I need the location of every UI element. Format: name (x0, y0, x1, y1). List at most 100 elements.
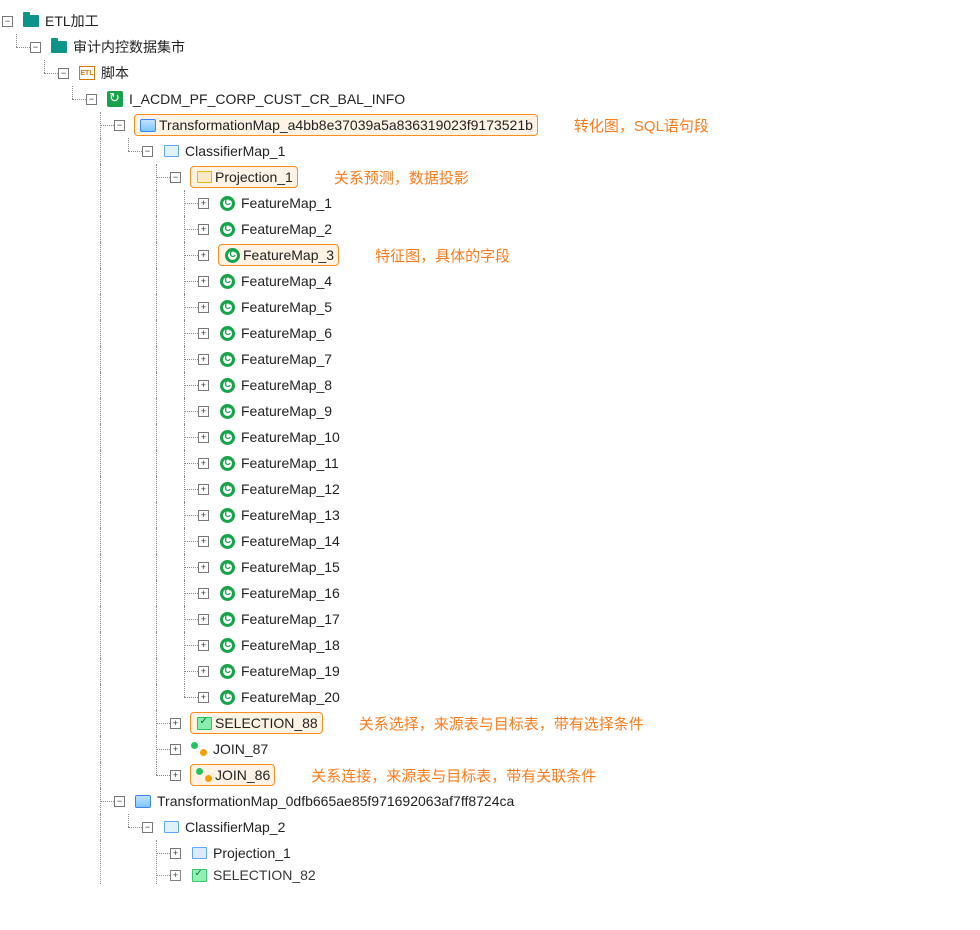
collapse-icon[interactable]: − (114, 796, 125, 807)
collapse-icon[interactable]: − (170, 172, 181, 183)
expand-icon[interactable]: + (198, 562, 209, 573)
join-icon (195, 766, 213, 784)
tree-node-feature-map[interactable]: +FeatureMap_17 (8, 606, 972, 632)
feature-icon (218, 636, 236, 654)
expand-icon[interactable]: + (170, 744, 181, 755)
tree-node-feature-map[interactable]: + FeatureMap_4 (8, 268, 972, 294)
node-label: JOIN_87 (210, 740, 271, 758)
tree-node-feature-map[interactable]: +FeatureMap_18 (8, 632, 972, 658)
expand-icon[interactable]: + (198, 328, 209, 339)
expand-icon[interactable]: + (198, 432, 209, 443)
tree-node-feature-map[interactable]: + FeatureMap_14 (8, 528, 972, 554)
tree-node-feature-map[interactable]: +FeatureMap_12 (8, 476, 972, 502)
tree-node-feature-map[interactable]: +FeatureMap_10 (8, 424, 972, 450)
tree-node-join-86[interactable]: + JOIN_86 关系连接，来源表与目标表，带有关联条件 (8, 762, 972, 788)
feature-icon (218, 428, 236, 446)
node-label: I_ACDM_PF_CORP_CUST_CR_BAL_INFO (126, 90, 408, 108)
expand-icon[interactable]: + (198, 536, 209, 547)
tree-node-feature-map[interactable]: +FeatureMap_16 (8, 580, 972, 606)
tree-node-transformation-map-1[interactable]: − TransformationMap_a4bb8e37039a5a836319… (8, 112, 972, 138)
tree-node-job[interactable]: − I_ACDM_PF_CORP_CUST_CR_BAL_INFO (8, 86, 972, 112)
collapse-icon[interactable]: − (114, 120, 125, 131)
feature-icon (218, 194, 236, 212)
collapse-icon[interactable]: − (58, 68, 69, 79)
tree-node-feature-map[interactable]: +FeatureMap_6 (8, 320, 972, 346)
node-label: 脚本 (98, 62, 132, 84)
tree-node-feature-map[interactable]: +FeatureMap_2 (8, 216, 972, 242)
join-icon (190, 740, 208, 758)
expand-icon[interactable]: + (198, 406, 209, 417)
node-label: FeatureMap_13 (238, 506, 343, 524)
node-label: FeatureMap_4 (238, 272, 335, 290)
etl-icon: ETL (78, 64, 96, 82)
tree-node-transformation-map-2[interactable]: − TransformationMap_0dfb665ae85f97169206… (8, 788, 972, 814)
expand-icon[interactable]: + (198, 198, 209, 209)
node-label: ClassifierMap_1 (182, 142, 288, 160)
map-icon (139, 116, 157, 134)
collapse-icon[interactable]: − (142, 822, 153, 833)
node-label: TransformationMap_0dfb665ae85f971692063a… (154, 792, 517, 810)
expand-icon[interactable]: + (198, 588, 209, 599)
annotation-text: 关系连接，来源表与目标表，带有关联条件 (311, 765, 596, 786)
tree-node-feature-map[interactable]: +FeatureMap_20 (8, 684, 972, 710)
tree-node-feature-map[interactable]: +FeatureMap_8 (8, 372, 972, 398)
feature-icon (218, 688, 236, 706)
tree-node-classifier-1[interactable]: − ClassifierMap_1 (8, 138, 972, 164)
expand-icon[interactable]: + (198, 458, 209, 469)
feature-icon (218, 272, 236, 290)
collapse-icon[interactable]: − (2, 16, 13, 27)
node-label: FeatureMap_15 (238, 558, 343, 576)
expand-icon[interactable]: + (170, 770, 181, 781)
node-label: TransformationMap_a4bb8e37039a5a83631902… (159, 117, 533, 133)
node-label: FeatureMap_9 (238, 402, 335, 420)
expand-icon[interactable]: + (198, 484, 209, 495)
expand-icon[interactable]: + (198, 302, 209, 313)
tree-node-projection-2[interactable]: + Projection_1 (8, 840, 972, 866)
node-label: FeatureMap_5 (238, 298, 335, 316)
tree-node-classifier-2[interactable]: − ClassifierMap_2 (8, 814, 972, 840)
expand-icon[interactable]: + (198, 224, 209, 235)
feature-icon (218, 480, 236, 498)
tree-node-feature-map[interactable]: +FeatureMap_11 (8, 450, 972, 476)
expand-icon[interactable]: + (198, 614, 209, 625)
expand-icon[interactable]: + (198, 666, 209, 677)
collapse-icon[interactable]: − (30, 42, 41, 53)
selection-icon (190, 866, 208, 884)
node-label: SELECTION_82 (210, 866, 319, 884)
tree-node-feature-map[interactable]: +FeatureMap_7 (8, 346, 972, 372)
tree-node-feature-map[interactable]: + FeatureMap_9 (8, 398, 972, 424)
expand-icon[interactable]: + (170, 718, 181, 729)
tree-node-feature-map[interactable]: + FeatureMap_13 (8, 502, 972, 528)
expand-icon[interactable]: + (198, 276, 209, 287)
expand-icon[interactable]: + (170, 848, 181, 859)
collapse-icon[interactable]: − (142, 146, 153, 157)
feature-icon (218, 610, 236, 628)
tree-node-join-87[interactable]: + JOIN_87 (8, 736, 972, 762)
tree-node-projection-1[interactable]: − Projection_1 关系预测，数据投影 (8, 164, 972, 190)
expand-icon[interactable]: + (198, 692, 209, 703)
tree-node-root[interactable]: − ETL加工 (8, 8, 972, 34)
feature-icon (218, 532, 236, 550)
tree-node-selection-88[interactable]: + SELECTION_88 关系选择，来源表与目标表，带有选择条件 (8, 710, 972, 736)
expand-icon[interactable]: + (198, 250, 209, 261)
node-label: FeatureMap_1 (238, 194, 335, 212)
feature-icon (218, 324, 236, 342)
tree-node-feature-map[interactable]: +FeatureMap_19 (8, 658, 972, 684)
tree-node-feature-map[interactable]: + FeatureMap_15 (8, 554, 972, 580)
expand-icon[interactable]: + (198, 380, 209, 391)
node-label: ETL加工 (42, 10, 102, 32)
expand-icon[interactable]: + (198, 354, 209, 365)
collapse-icon[interactable]: − (86, 94, 97, 105)
node-label: FeatureMap_14 (238, 532, 343, 550)
tree-node-script[interactable]: − ETL 脚本 (8, 60, 972, 86)
tree-node-datamarket[interactable]: − 审计内控数据集市 (8, 34, 972, 60)
tree-node-feature-map[interactable]: + FeatureMap_1 (8, 190, 972, 216)
expand-icon[interactable]: + (198, 510, 209, 521)
feature-icon (218, 506, 236, 524)
expand-icon[interactable]: + (170, 870, 181, 881)
tree-node-selection-82[interactable]: + SELECTION_82 (8, 866, 972, 884)
tree-node-feature-map[interactable]: +FeatureMap_3特征图，具体的字段 (8, 242, 972, 268)
expand-icon[interactable]: + (198, 640, 209, 651)
feature-icon (218, 402, 236, 420)
tree-node-feature-map[interactable]: + FeatureMap_5 (8, 294, 972, 320)
